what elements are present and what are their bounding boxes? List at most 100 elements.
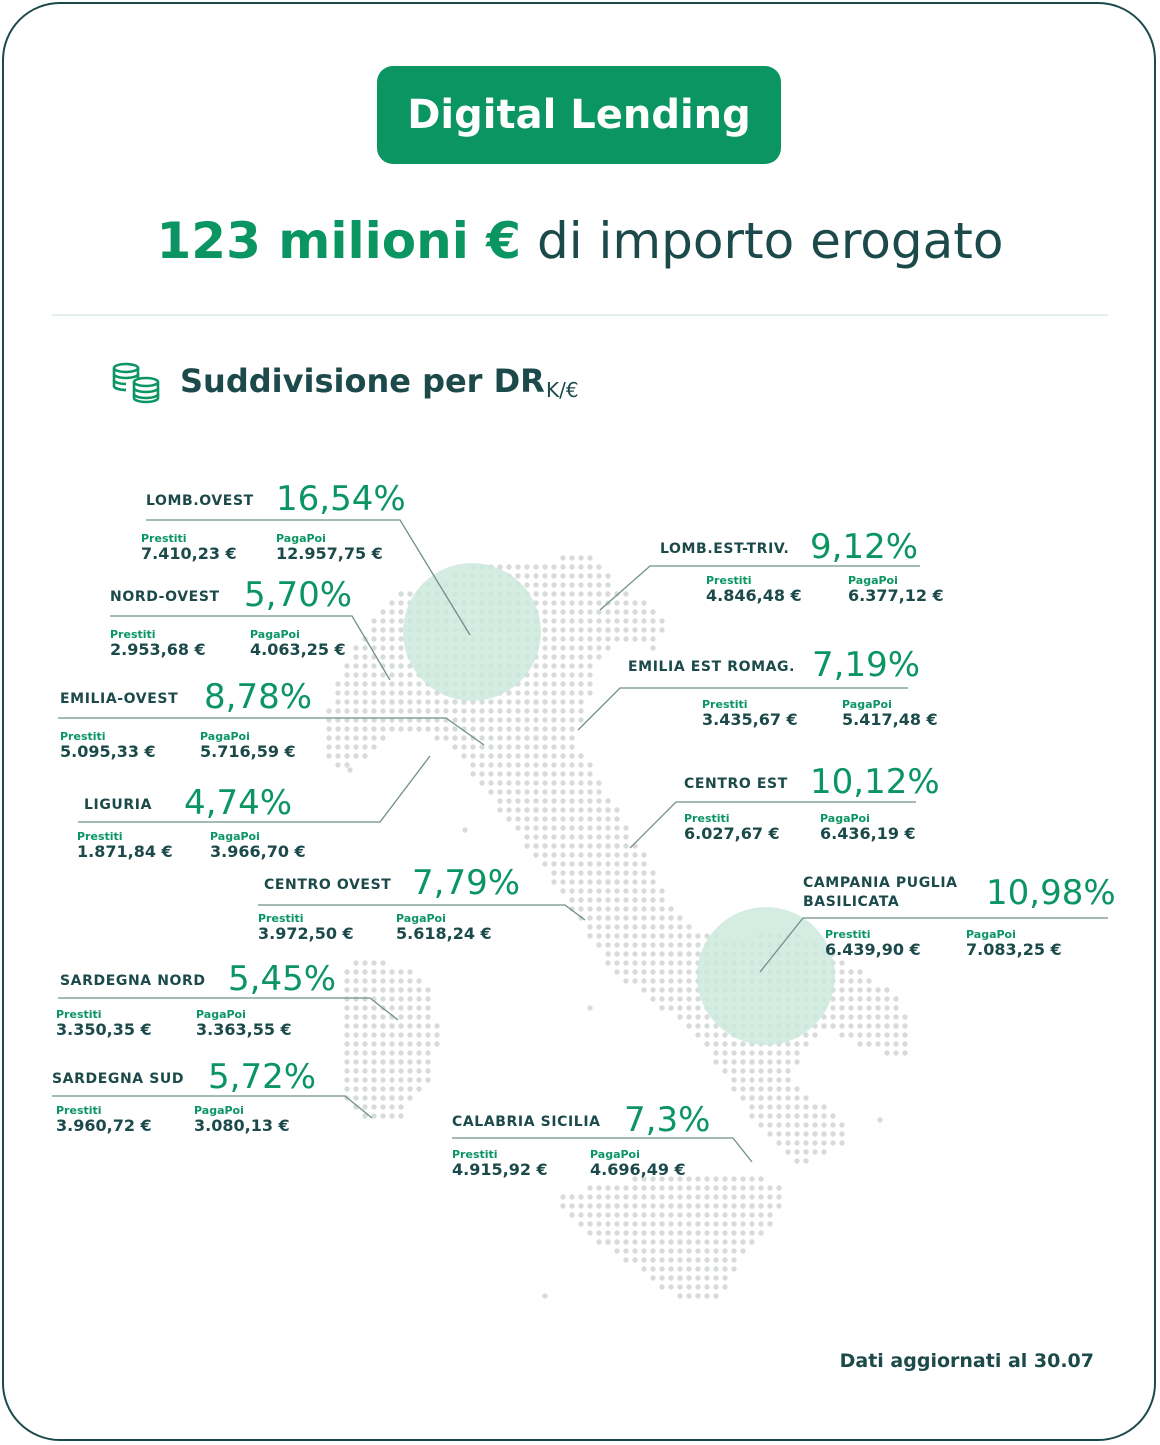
map-dot	[587, 1221, 593, 1227]
map-dot	[371, 1068, 377, 1074]
map-dot	[857, 1032, 863, 1038]
map-dot	[668, 987, 674, 993]
map-dot	[569, 906, 575, 912]
map-dot	[614, 816, 620, 822]
map-dot	[839, 1122, 845, 1128]
map-dot	[560, 780, 566, 786]
map-dot	[695, 1248, 701, 1254]
map-dot	[614, 609, 620, 615]
map-dot	[353, 654, 359, 660]
map-dot	[650, 888, 656, 894]
map-dot	[677, 1014, 683, 1020]
map-dot	[542, 681, 548, 687]
map-dot	[551, 798, 557, 804]
map-dot	[767, 1203, 773, 1209]
map-dot	[515, 699, 521, 705]
map-dot	[704, 1230, 710, 1236]
headline-text: di importo erogato	[521, 212, 1004, 270]
map-dot	[623, 1212, 629, 1218]
map-dot	[398, 987, 404, 993]
map-dot	[785, 1122, 791, 1128]
map-dot	[380, 1059, 386, 1065]
prestiti-label: Prestiti	[141, 532, 187, 545]
map-dot	[596, 861, 602, 867]
map-dot	[614, 843, 620, 849]
map-dot	[731, 1194, 737, 1200]
map-dot	[542, 1293, 548, 1299]
map-dot	[524, 807, 530, 813]
map-dot	[362, 735, 368, 741]
map-dot	[560, 573, 566, 579]
map-dot	[479, 735, 485, 741]
map-dot	[641, 933, 647, 939]
map-dot	[578, 897, 584, 903]
map-dot	[749, 1050, 755, 1056]
map-dot	[632, 978, 638, 984]
map-dot	[731, 1248, 737, 1254]
map-dot	[398, 726, 404, 732]
map-dot	[776, 1050, 782, 1056]
map-dot	[605, 591, 611, 597]
map-dot	[776, 1086, 782, 1092]
map-dot	[803, 1095, 809, 1101]
map-dot	[713, 1212, 719, 1218]
map-dot	[668, 1194, 674, 1200]
map-dot	[371, 987, 377, 993]
map-dot	[650, 1257, 656, 1263]
map-dot	[344, 1014, 350, 1020]
map-dot	[560, 825, 566, 831]
map-dot	[560, 708, 566, 714]
map-dot	[551, 582, 557, 588]
map-dot	[623, 843, 629, 849]
map-dot	[596, 843, 602, 849]
map-dot	[623, 852, 629, 858]
map-dot	[425, 708, 431, 714]
map-dot	[371, 690, 377, 696]
map-dot	[614, 834, 620, 840]
map-dot	[425, 996, 431, 1002]
map-dot	[641, 951, 647, 957]
map-dot	[641, 888, 647, 894]
map-dot	[596, 879, 602, 885]
map-dot	[839, 1032, 845, 1038]
map-dot	[623, 951, 629, 957]
map-dot	[632, 1203, 638, 1209]
map-dot	[506, 807, 512, 813]
map-dot	[344, 681, 350, 687]
map-dot	[344, 663, 350, 669]
map-dot	[533, 663, 539, 669]
map-dot	[416, 1059, 422, 1065]
map-dot	[731, 1185, 737, 1191]
map-dot	[362, 987, 368, 993]
map-dot	[416, 1086, 422, 1092]
map-dot	[830, 1113, 836, 1119]
map-dot	[578, 636, 584, 642]
map-dot	[614, 870, 620, 876]
map-dot	[578, 888, 584, 894]
map-dot	[425, 690, 431, 696]
map-dot	[569, 798, 575, 804]
map-dot	[560, 744, 566, 750]
map-dot	[515, 744, 521, 750]
map-dot	[569, 744, 575, 750]
map-dot	[560, 672, 566, 678]
map-dot	[893, 1032, 899, 1038]
map-dot	[650, 879, 656, 885]
map-dot	[848, 1032, 854, 1038]
map-dot	[695, 1239, 701, 1245]
map-dot	[776, 1104, 782, 1110]
map-dot	[353, 1086, 359, 1092]
map-dot	[677, 1284, 683, 1290]
map-dot	[551, 609, 557, 615]
pagapoi-label: PagaPoi	[200, 730, 250, 743]
map-dot	[713, 1266, 719, 1272]
highlight-bubble	[697, 907, 835, 1045]
map-dot	[533, 744, 539, 750]
map-dot	[641, 1221, 647, 1227]
map-dot	[380, 726, 386, 732]
prestiti-label: Prestiti	[706, 574, 752, 587]
map-dot	[758, 1068, 764, 1074]
map-dot	[344, 1023, 350, 1029]
map-dot	[785, 1131, 791, 1137]
